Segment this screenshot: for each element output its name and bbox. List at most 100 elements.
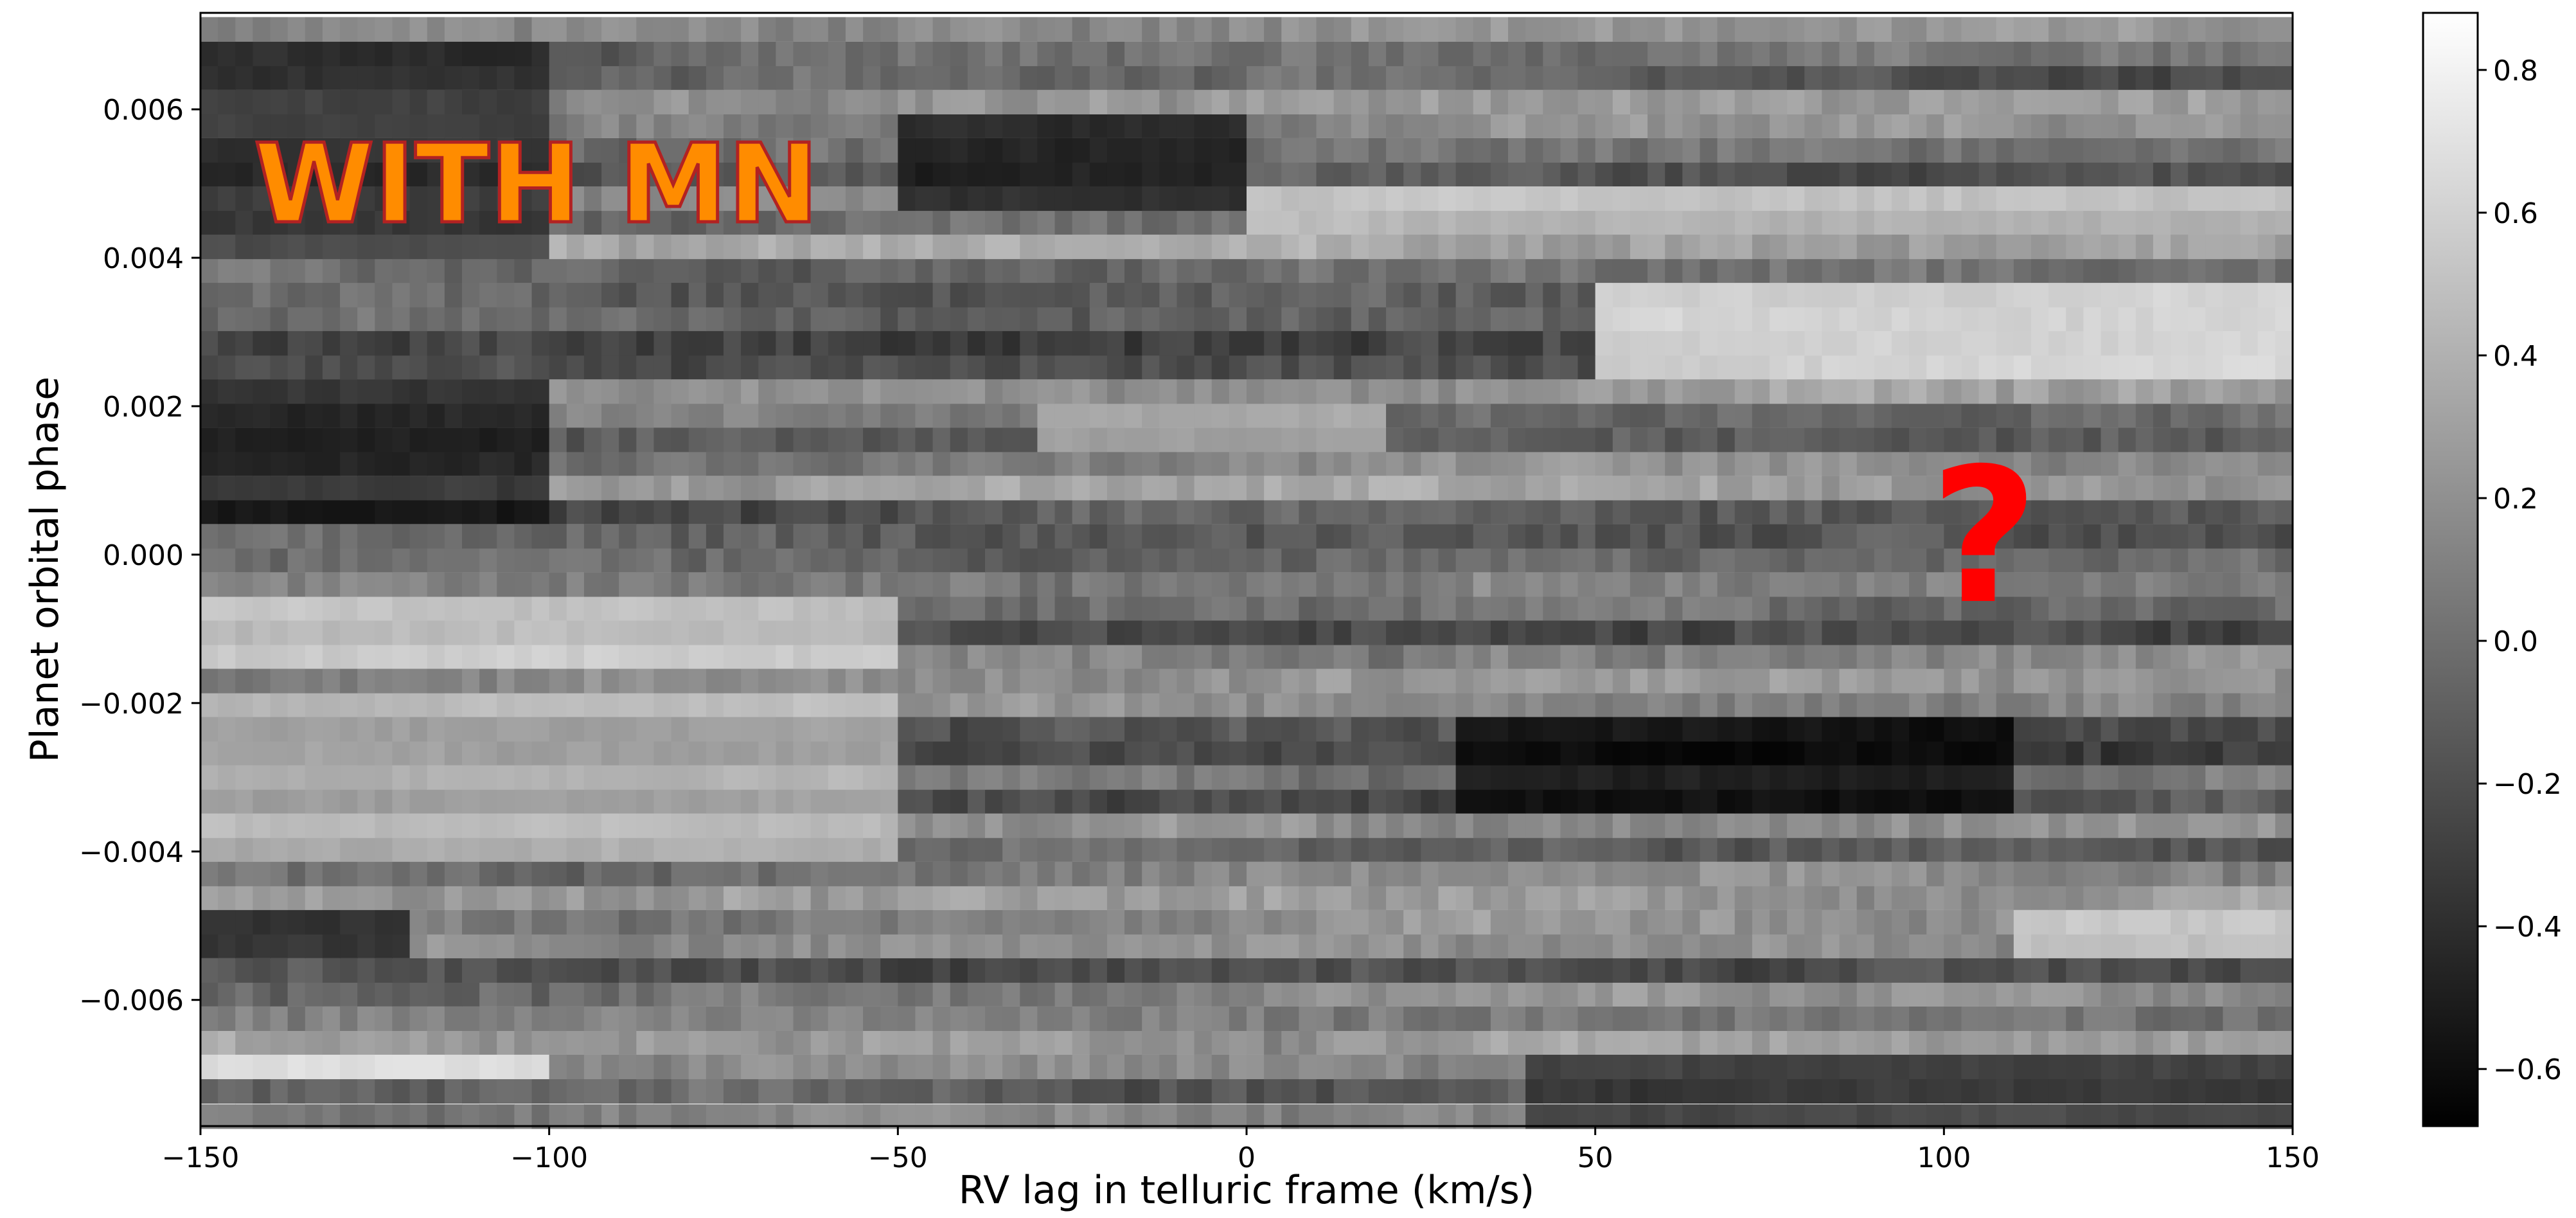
heatmap-cell bbox=[218, 403, 236, 428]
heatmap-cell bbox=[287, 668, 306, 694]
heatmap-cell bbox=[549, 210, 567, 235]
heatmap-cell bbox=[375, 837, 393, 862]
heatmap-cell bbox=[1909, 1030, 1927, 1055]
heatmap-cell bbox=[427, 765, 445, 790]
heatmap-cell bbox=[1177, 234, 1195, 260]
heatmap-cell bbox=[1560, 258, 1579, 283]
heatmap-cell bbox=[479, 668, 497, 694]
heatmap-cell bbox=[2171, 306, 2189, 332]
heatmap-cell bbox=[880, 234, 898, 260]
heatmap-cell bbox=[1054, 692, 1073, 717]
heatmap-cell bbox=[1281, 451, 1299, 476]
heatmap-cell bbox=[1926, 933, 1944, 958]
heatmap-cell bbox=[1211, 499, 1230, 524]
heatmap-cell bbox=[218, 138, 236, 163]
heatmap-cell bbox=[1002, 234, 1020, 260]
heatmap-cell bbox=[863, 789, 881, 814]
heatmap-cell bbox=[1194, 476, 1212, 501]
heatmap-cell bbox=[479, 113, 497, 138]
heatmap-cell bbox=[741, 572, 759, 597]
heatmap-cell bbox=[462, 548, 480, 573]
heatmap-cell bbox=[287, 524, 306, 549]
heatmap-cell bbox=[619, 548, 637, 573]
heatmap-cell bbox=[967, 186, 986, 211]
heatmap-cell bbox=[409, 958, 428, 983]
heatmap-cell bbox=[1194, 644, 1212, 669]
heatmap-cell bbox=[1177, 765, 1195, 790]
heatmap-cell bbox=[427, 909, 445, 935]
heatmap-cell bbox=[2223, 499, 2241, 524]
heatmap-cell bbox=[1787, 885, 1805, 910]
heatmap-cell bbox=[270, 1054, 289, 1080]
heatmap-cell bbox=[1926, 1054, 1944, 1080]
heatmap-cell bbox=[1177, 981, 1195, 1007]
heatmap-cell bbox=[1264, 789, 1282, 814]
heatmap-cell bbox=[2275, 668, 2293, 694]
heatmap-cell bbox=[793, 572, 812, 597]
heatmap-cell bbox=[392, 403, 411, 428]
heatmap-cell bbox=[200, 861, 218, 886]
heatmap-cell bbox=[1909, 403, 1927, 428]
heatmap-cell bbox=[1978, 331, 1997, 356]
heatmap-cell bbox=[305, 354, 323, 380]
heatmap-cell bbox=[1700, 451, 1718, 476]
heatmap-cell bbox=[305, 668, 323, 694]
heatmap-cell bbox=[863, 548, 881, 573]
heatmap-cell bbox=[392, 1104, 411, 1129]
heatmap-cell bbox=[601, 740, 619, 766]
heatmap-cell bbox=[2223, 282, 2241, 308]
heatmap-cell bbox=[776, 379, 794, 404]
heatmap-cell bbox=[1177, 186, 1195, 211]
heatmap-cell bbox=[462, 451, 480, 476]
heatmap-cell bbox=[724, 717, 742, 742]
heatmap-cell bbox=[479, 379, 497, 404]
heatmap-cell bbox=[1577, 572, 1596, 597]
heatmap-cell bbox=[1996, 234, 2014, 260]
heatmap-cell bbox=[270, 861, 289, 886]
heatmap-cell bbox=[531, 596, 550, 621]
heatmap-cell bbox=[793, 258, 812, 283]
heatmap-cell bbox=[810, 813, 829, 838]
heatmap-cell bbox=[1333, 403, 1352, 428]
heatmap-cell bbox=[427, 572, 445, 597]
heatmap-cell bbox=[1403, 499, 1421, 524]
heatmap-cell bbox=[758, 1054, 776, 1080]
heatmap-cell bbox=[1700, 476, 1718, 501]
heatmap-cell bbox=[1403, 354, 1421, 380]
heatmap-cell bbox=[2031, 427, 2049, 452]
heatmap-cell bbox=[880, 861, 898, 886]
heatmap-cell bbox=[1054, 354, 1073, 380]
heatmap-cell bbox=[2083, 210, 2102, 235]
heatmap-cell bbox=[863, 620, 881, 645]
heatmap-cell bbox=[915, 427, 934, 452]
heatmap-cell bbox=[1839, 813, 1858, 838]
heatmap-cell bbox=[1368, 789, 1387, 814]
heatmap-cell bbox=[287, 933, 306, 958]
heatmap-cell bbox=[2275, 837, 2293, 862]
heatmap-cell bbox=[1333, 572, 1352, 597]
heatmap-cell bbox=[2257, 813, 2276, 838]
heatmap-cell bbox=[1316, 476, 1335, 501]
heatmap-cell bbox=[1247, 572, 1265, 597]
heatmap-cell bbox=[2153, 765, 2171, 790]
heatmap-cell bbox=[409, 885, 428, 910]
heatmap-cell bbox=[235, 958, 253, 983]
heatmap-cell bbox=[409, 258, 428, 283]
heatmap-cell bbox=[514, 789, 533, 814]
heatmap-cell bbox=[1351, 403, 1369, 428]
heatmap-cell bbox=[845, 692, 864, 717]
heatmap-cell bbox=[880, 692, 898, 717]
heatmap-cell bbox=[1194, 837, 1212, 862]
heatmap-cell bbox=[1961, 354, 1980, 380]
heatmap-cell bbox=[1211, 427, 1230, 452]
heatmap-cell bbox=[1438, 234, 1457, 260]
heatmap-cell bbox=[479, 161, 497, 186]
heatmap-cell bbox=[636, 354, 655, 380]
heatmap-cell bbox=[1560, 234, 1579, 260]
heatmap-cell bbox=[1839, 1079, 1858, 1104]
heatmap-cell bbox=[1072, 451, 1090, 476]
heatmap-cell bbox=[1177, 692, 1195, 717]
heatmap-cell bbox=[1665, 1079, 1683, 1104]
heatmap-cell bbox=[619, 765, 637, 790]
heatmap-cell bbox=[1368, 210, 1387, 235]
